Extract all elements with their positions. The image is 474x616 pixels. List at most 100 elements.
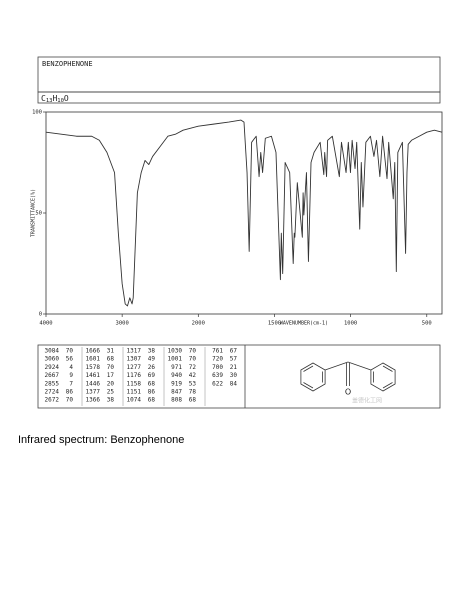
peak-wavenumber: 1151 (127, 389, 142, 396)
y-tick-label: 100 (32, 110, 42, 116)
atom-label: O (345, 388, 351, 397)
peak-transmittance: 56 (66, 356, 74, 363)
peak-transmittance: 25 (107, 389, 115, 396)
peak-wavenumber: 1176 (127, 372, 142, 379)
formula-box (37, 91, 441, 104)
bond (347, 361, 372, 371)
peak-wavenumber: 1578 (86, 364, 101, 371)
peak-transmittance: 17 (107, 372, 115, 379)
peak-wavenumber: 1074 (127, 397, 142, 404)
peak-wavenumber: 720 (212, 356, 223, 363)
peak-transmittance: 78 (189, 389, 197, 396)
peak-wavenumber: 971 (171, 364, 182, 371)
peak-wavenumber: 2924 (45, 364, 60, 371)
peak-wavenumber: 761 (212, 348, 223, 355)
ring-bond (382, 365, 393, 372)
benzene-ring (370, 362, 396, 392)
peak-wavenumber: 1366 (86, 397, 101, 404)
peak-wavenumber: 808 (171, 397, 182, 404)
peak-transmittance: 68 (107, 356, 115, 363)
peak-transmittance: 68 (189, 397, 197, 404)
compound-name: BENZOPHENONE (42, 60, 93, 68)
peak-wavenumber: 1666 (86, 348, 101, 355)
peak-wavenumber: 1277 (127, 364, 142, 371)
peak-transmittance: 21 (230, 364, 238, 371)
spectrum-line (45, 119, 443, 307)
peak-transmittance: 84 (230, 380, 238, 387)
x-tick-label: 4000 (39, 321, 52, 327)
peak-transmittance: 42 (189, 372, 197, 379)
peak-wavenumber: 2855 (45, 380, 60, 387)
peak-transmittance: 9 (69, 372, 73, 379)
peak-transmittance: 67 (230, 348, 238, 355)
formula-part: O (64, 94, 69, 103)
table-box (37, 344, 441, 409)
x-tick-label: 2000 (192, 321, 205, 327)
peak-transmittance: 4 (69, 364, 73, 371)
peak-transmittance: 38 (107, 397, 115, 404)
peak-transmittance: 68 (148, 380, 156, 387)
peak-wavenumber: 847 (171, 389, 182, 396)
peak-transmittance: 57 (230, 356, 238, 363)
peak-transmittance: 49 (148, 356, 156, 363)
peak-wavenumber: 622 (212, 380, 223, 387)
peak-transmittance: 30 (230, 372, 238, 379)
peak-wavenumber: 1307 (127, 356, 142, 363)
y-tick-label: 0 (39, 312, 42, 318)
peak-transmittance: 70 (66, 348, 74, 355)
peak-wavenumber: 1158 (127, 380, 142, 387)
formula-part: H (52, 94, 57, 103)
peak-transmittance: 72 (189, 364, 197, 371)
peak-transmittance: 86 (66, 389, 74, 396)
ring-bond (382, 382, 393, 389)
caption: Infrared spectrum: Benzophenone (18, 434, 184, 446)
peak-transmittance: 31 (107, 348, 115, 355)
peak-wavenumber: 919 (171, 380, 182, 387)
formula: C13H10O (41, 94, 69, 104)
peak-wavenumber: 2672 (45, 397, 60, 404)
peak-wavenumber: 3084 (45, 348, 60, 355)
x-tick-label: 1500 (268, 321, 281, 327)
peak-wavenumber: 639 (212, 372, 223, 379)
peak-transmittance: 20 (107, 380, 115, 387)
peak-transmittance: 70 (107, 364, 115, 371)
peak-wavenumber: 1317 (127, 348, 142, 355)
peak-transmittance: 26 (148, 364, 156, 371)
x-tick-label: 3000 (116, 321, 129, 327)
peak-transmittance: 69 (148, 372, 156, 379)
ring-bond (303, 382, 314, 389)
watermark: 盖德化工网 (352, 397, 382, 405)
peak-wavenumber: 1601 (86, 356, 101, 363)
x-axis-label: WAVENUMBER(cm-1) (280, 321, 328, 327)
x-tick-label: 500 (422, 321, 432, 327)
bond (324, 361, 349, 371)
peak-transmittance: 86 (148, 389, 156, 396)
peak-transmittance: 53 (189, 380, 197, 387)
peak-wavenumber: 2667 (45, 372, 60, 379)
structure (300, 361, 396, 392)
peak-wavenumber: 1377 (86, 389, 101, 396)
peak-transmittance: 70 (189, 356, 197, 363)
peak-wavenumber: 2724 (45, 389, 60, 396)
peak-transmittance: 68 (148, 397, 156, 404)
peak-wavenumber: 3060 (45, 356, 60, 363)
ring-bond (303, 365, 314, 372)
benzene-ring (300, 362, 326, 392)
x-tick-label: 1000 (344, 321, 357, 327)
peak-transmittance: 38 (148, 348, 156, 355)
formula-part: 13 (46, 98, 53, 104)
name-box (37, 56, 441, 93)
peak-wavenumber: 1001 (168, 356, 183, 363)
peak-wavenumber: 1446 (86, 380, 101, 387)
peak-wavenumber: 1030 (168, 348, 183, 355)
peak-transmittance: 70 (66, 397, 74, 404)
y-tick-label: 50 (35, 211, 42, 217)
y-axis-label: TRANSMITTANCE(%) (31, 189, 37, 237)
chart: 4000 3000 2000 1500 1000 500 0 50 100 WAVENUMBER(… (31, 110, 443, 327)
formula-part: 10 (57, 98, 64, 104)
peak-transmittance: 7 (69, 380, 73, 387)
formula-part: C (41, 94, 46, 103)
